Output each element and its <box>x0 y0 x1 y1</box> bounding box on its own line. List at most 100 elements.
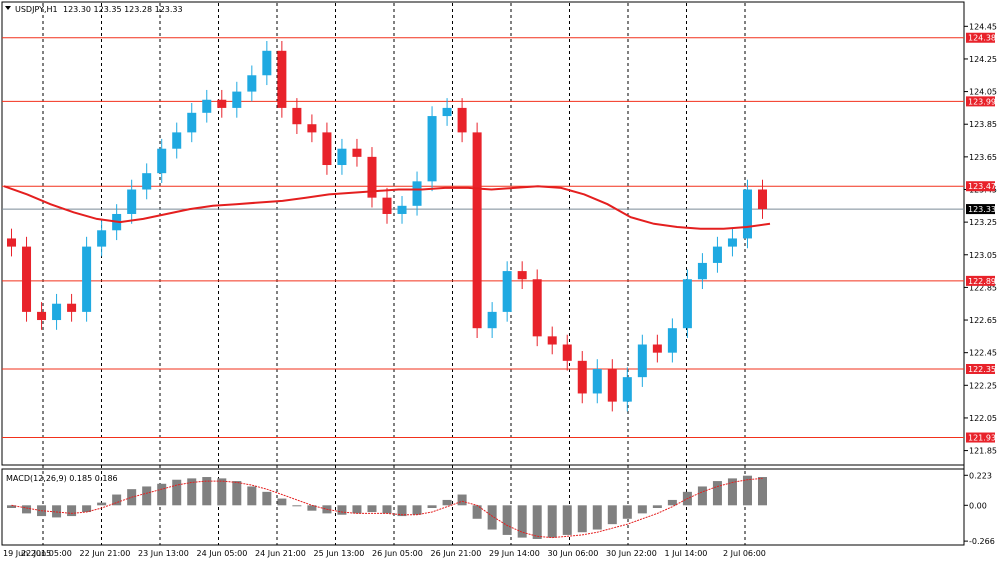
macd-bar <box>367 505 377 513</box>
macd-bar <box>532 505 542 539</box>
level-badge-label: 122.35 <box>968 365 996 374</box>
level-badge-label: 121.93 <box>968 434 996 443</box>
level-badge <box>966 32 995 43</box>
macd-bar <box>52 505 62 518</box>
price-tick-label: 122.65 <box>969 316 997 325</box>
macd-tick-label: 0.223 <box>969 471 992 480</box>
macd-bar <box>142 486 152 506</box>
time-tick-label: 22 Jun 21:00 <box>80 549 131 558</box>
candle-body <box>577 360 587 394</box>
macd-bar <box>592 505 602 530</box>
time-tick-label: 30 Jun 06:00 <box>548 549 599 558</box>
macd-bar <box>382 505 392 514</box>
macd-bar <box>307 505 317 511</box>
horizontal-levels <box>2 37 964 439</box>
price-tick-label: 122.45 <box>969 349 997 358</box>
candle-body <box>592 368 602 394</box>
macd-bar <box>67 505 77 517</box>
candle-body <box>727 238 737 247</box>
macd-bar <box>607 505 617 525</box>
candle-body <box>322 132 332 166</box>
macd-tick-label: 0.00 <box>969 501 987 510</box>
price-tick-label: 123.25 <box>969 218 997 227</box>
candle-body <box>247 75 257 92</box>
macd-bar <box>112 494 122 506</box>
triangle-down-icon[interactable] <box>5 6 11 10</box>
time-tick-label: 22 Jun 05:00 <box>21 549 72 558</box>
macd-bar <box>217 478 227 506</box>
macd-bar <box>232 481 242 506</box>
time-tick-label: 2 Jul 06:00 <box>723 549 766 558</box>
macd-bar <box>757 477 767 506</box>
macd-signal-line <box>11 477 763 539</box>
candle-body <box>172 132 182 149</box>
candle-body <box>472 132 482 329</box>
macd-bar <box>727 478 737 506</box>
price-tick-label: 123.65 <box>969 153 997 162</box>
macd-bar <box>262 491 272 506</box>
macd-bar <box>442 499 452 506</box>
candle-body <box>502 271 512 312</box>
candle-body <box>52 303 62 321</box>
candle-body <box>292 107 302 125</box>
candle-body <box>532 279 542 337</box>
macd-bar <box>412 505 422 515</box>
price-panel-frame <box>1 1 965 466</box>
price-tick-label: 123.85 <box>969 120 997 129</box>
macd-bar <box>637 505 647 514</box>
macd-bar <box>517 505 527 538</box>
macd-bar <box>577 505 587 533</box>
candle-body <box>742 189 752 239</box>
candle-body <box>7 238 17 247</box>
candle-body <box>412 181 422 206</box>
candle-body <box>337 148 347 166</box>
macd-histogram <box>7 475 767 539</box>
price-tick-label: 123.05 <box>969 251 997 260</box>
level-badge-label: 124.38 <box>968 34 996 43</box>
chart-ohlc: 123.30 123.35 123.28 123.33 <box>63 5 183 14</box>
time-tick-label: 1 Jul 14:00 <box>665 549 708 558</box>
macd-bar <box>352 505 362 514</box>
level-badge <box>966 96 995 107</box>
time-tick-label: 26 Jun 21:00 <box>431 549 482 558</box>
candle-body <box>217 99 227 108</box>
level-badge <box>966 363 995 374</box>
candle-body <box>442 107 452 117</box>
time-tick-label: 29 Jun 14:00 <box>489 549 540 558</box>
price-tick-label: 122.25 <box>969 381 997 390</box>
candle-body <box>382 197 392 214</box>
candle-body <box>97 230 107 247</box>
level-badge-label: 122.89 <box>968 277 996 286</box>
candle-body <box>127 189 137 214</box>
candle-body <box>622 377 632 402</box>
macd-axis-ticks: 0.223 0.00 -0.266 <box>964 471 995 546</box>
macd-bar <box>397 505 407 517</box>
level-badge-label: 123.47 <box>968 182 996 191</box>
candle-body <box>157 148 167 174</box>
level-badge-label: 123.99 <box>968 97 996 106</box>
candle-body <box>262 50 272 76</box>
macd-bar <box>652 505 662 508</box>
candle-body <box>562 344 572 361</box>
macd-bar <box>427 505 437 508</box>
macd-bar <box>622 505 632 519</box>
macd-bar <box>712 481 722 506</box>
candle-body <box>517 271 527 280</box>
candle-body <box>367 156 377 198</box>
price-tick-label: 124.05 <box>969 88 997 97</box>
price-tick-label: 121.85 <box>969 447 997 456</box>
vertical-gridlines <box>42 3 746 545</box>
candle-body <box>67 303 77 312</box>
candle-body <box>187 112 197 133</box>
macd-bar <box>487 505 497 530</box>
macd-bar <box>292 505 302 507</box>
candle-body <box>232 91 242 108</box>
macd-bar <box>172 479 182 506</box>
candle-body <box>712 246 722 263</box>
candles <box>7 41 767 412</box>
time-tick-label: 24 Jun 21:00 <box>255 549 306 558</box>
time-tick-label: 30 Jun 22:00 <box>606 549 657 558</box>
candle-body <box>142 173 152 190</box>
macd-bar <box>502 505 512 535</box>
